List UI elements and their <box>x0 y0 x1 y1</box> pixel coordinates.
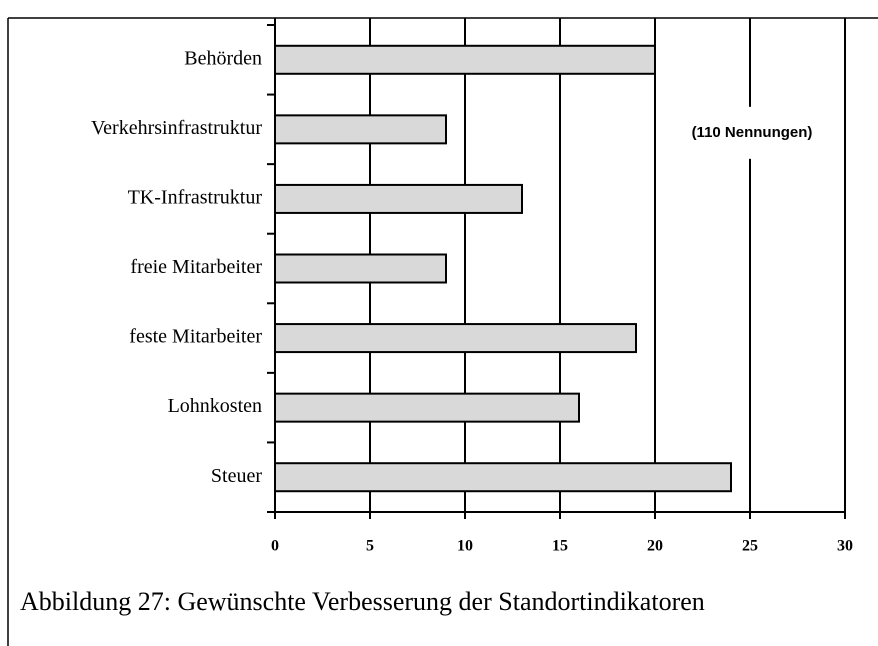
bar <box>274 392 580 423</box>
category-label: Verkehrsinfrastruktur <box>91 117 262 139</box>
category-label: feste Mitarbeiter <box>129 326 262 348</box>
x-tick-label: 5 <box>366 538 374 555</box>
x-tick-label: 25 <box>742 538 758 555</box>
x-tick-label: 10 <box>457 538 473 555</box>
bar <box>274 183 523 214</box>
bar <box>274 253 447 284</box>
category-label: freie Mitarbeiter <box>130 256 262 278</box>
annotation-bg <box>662 106 842 159</box>
bar <box>274 114 447 145</box>
caption: Abbildung 27: Gewünschte Verbesserung de… <box>20 587 705 616</box>
category-label: TK-Infrastruktur <box>128 187 263 209</box>
bar <box>274 462 732 493</box>
x-tick-label: 15 <box>552 538 568 555</box>
annotation: (110 Nennungen) <box>692 124 813 141</box>
x-tick-label: 20 <box>647 538 663 555</box>
category-label: Lohnkosten <box>168 395 262 417</box>
bar <box>274 323 637 354</box>
category-label: Steuer <box>211 465 262 487</box>
x-tick-label: 0 <box>271 538 279 555</box>
x-tick-label: 30 <box>837 538 853 555</box>
category-label: Behörden <box>184 47 262 69</box>
bar <box>274 44 656 75</box>
